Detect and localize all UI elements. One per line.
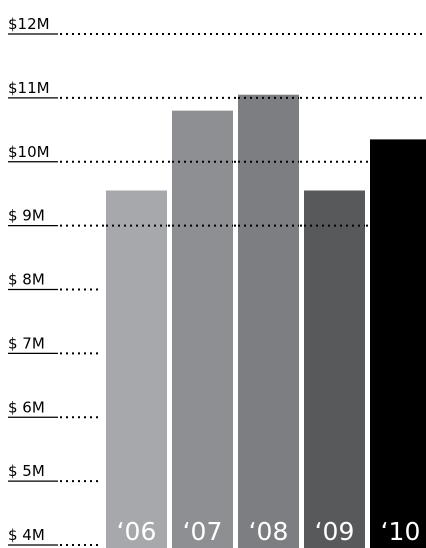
overlay-grid-layer	[106, 96, 426, 227]
y-tick-label: $ 6M	[8, 398, 45, 416]
y-tick-label: $ 7M	[8, 334, 45, 352]
bar-layer	[106, 94, 426, 548]
y-tick-label: $12M	[8, 15, 50, 33]
bar	[238, 94, 299, 548]
x-category-label: ‘06	[117, 517, 157, 546]
bar	[172, 110, 233, 548]
x-category-label: ‘07	[183, 517, 223, 546]
y-tick-label: $ 9M	[8, 207, 45, 225]
bar	[304, 190, 365, 548]
x-category-label: ‘10	[381, 517, 421, 546]
bar	[370, 139, 426, 548]
x-axis-categories: ‘06 ‘07 ‘08 ‘09 ‘10	[117, 517, 421, 546]
bar	[106, 190, 167, 548]
x-category-label: ‘09	[315, 517, 355, 546]
y-tick-label: $ 5M	[8, 462, 45, 480]
y-tick-label: $10M	[8, 143, 50, 161]
x-category-label: ‘08	[249, 517, 289, 546]
y-tick-label: $11M	[8, 79, 50, 97]
y-axis-ticks: $ 4M $ 5M $ 6M $ 7M $ 8M $ 9M $10M $11M $12M	[8, 15, 58, 546]
y-tick-label: $ 4M	[8, 526, 45, 544]
y-tick-label: $ 8M	[8, 271, 45, 289]
